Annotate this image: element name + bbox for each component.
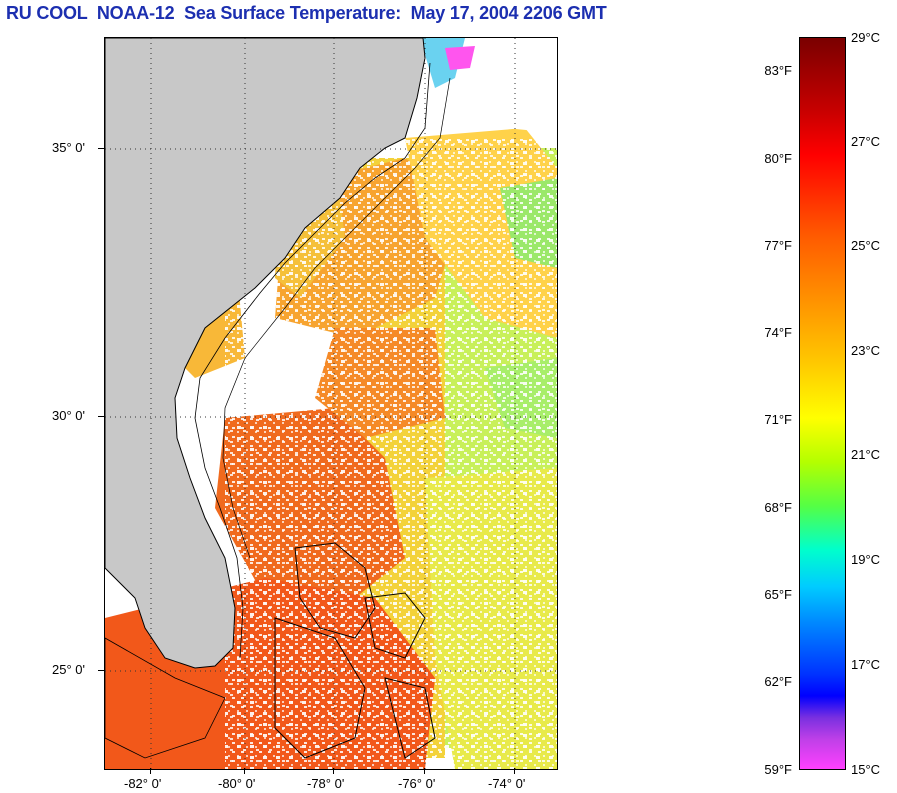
- lat-tick: [98, 670, 104, 671]
- lon-label-78: -78° 0': [307, 776, 345, 791]
- colorbar-c-label: 19°C: [851, 552, 881, 567]
- sst-map-canvas: [105, 38, 557, 769]
- graticule: [105, 38, 557, 769]
- lon-label-82: -82° 0': [124, 776, 162, 791]
- lat-label-35: 35° 0': [52, 140, 85, 155]
- lon-label-74: -74° 0': [488, 776, 526, 791]
- colorbar-f-label: 74°F: [764, 325, 792, 340]
- lat-tick: [98, 416, 104, 417]
- colorbar-f-label: 65°F: [764, 587, 792, 602]
- colorbar-c-label: 21°C: [851, 447, 881, 462]
- colorbar-c-label: 29°C: [851, 30, 881, 45]
- lat-label-25: 25° 0': [52, 662, 85, 677]
- page-title: RU COOL NOAA-12 Sea Surface Temperature:…: [6, 3, 607, 23]
- colorbar-f-label: 59°F: [764, 762, 792, 777]
- colorbar-f-label: 68°F: [764, 500, 792, 515]
- colorbar-c-label: 17°C: [851, 657, 881, 672]
- colorbar-f-label: 80°F: [764, 151, 792, 166]
- colorbar-c-label: 25°C: [851, 238, 881, 253]
- lon-tick: [244, 768, 245, 774]
- colorbar-f-label: 83°F: [764, 63, 792, 78]
- lon-label-80: -80° 0': [218, 776, 256, 791]
- lon-tick: [514, 768, 515, 774]
- colorbar-f-label: 71°F: [764, 412, 792, 427]
- lon-label-76: -76° 0': [398, 776, 436, 791]
- temperature-colorbar: [799, 37, 846, 770]
- colorbar-c-label: 23°C: [851, 343, 881, 358]
- colorbar-f-label: 77°F: [764, 238, 792, 253]
- lat-label-30: 30° 0': [52, 408, 85, 423]
- lon-tick: [333, 768, 334, 774]
- colorbar-c-label: 15°C: [851, 762, 881, 777]
- lat-tick: [98, 148, 104, 149]
- colorbar-f-label: 62°F: [764, 674, 792, 689]
- land-mass: [105, 38, 426, 669]
- colorbar-c-label: 27°C: [851, 134, 881, 149]
- sst-map[interactable]: [104, 37, 558, 770]
- lon-tick: [150, 768, 151, 774]
- lon-tick: [424, 768, 425, 774]
